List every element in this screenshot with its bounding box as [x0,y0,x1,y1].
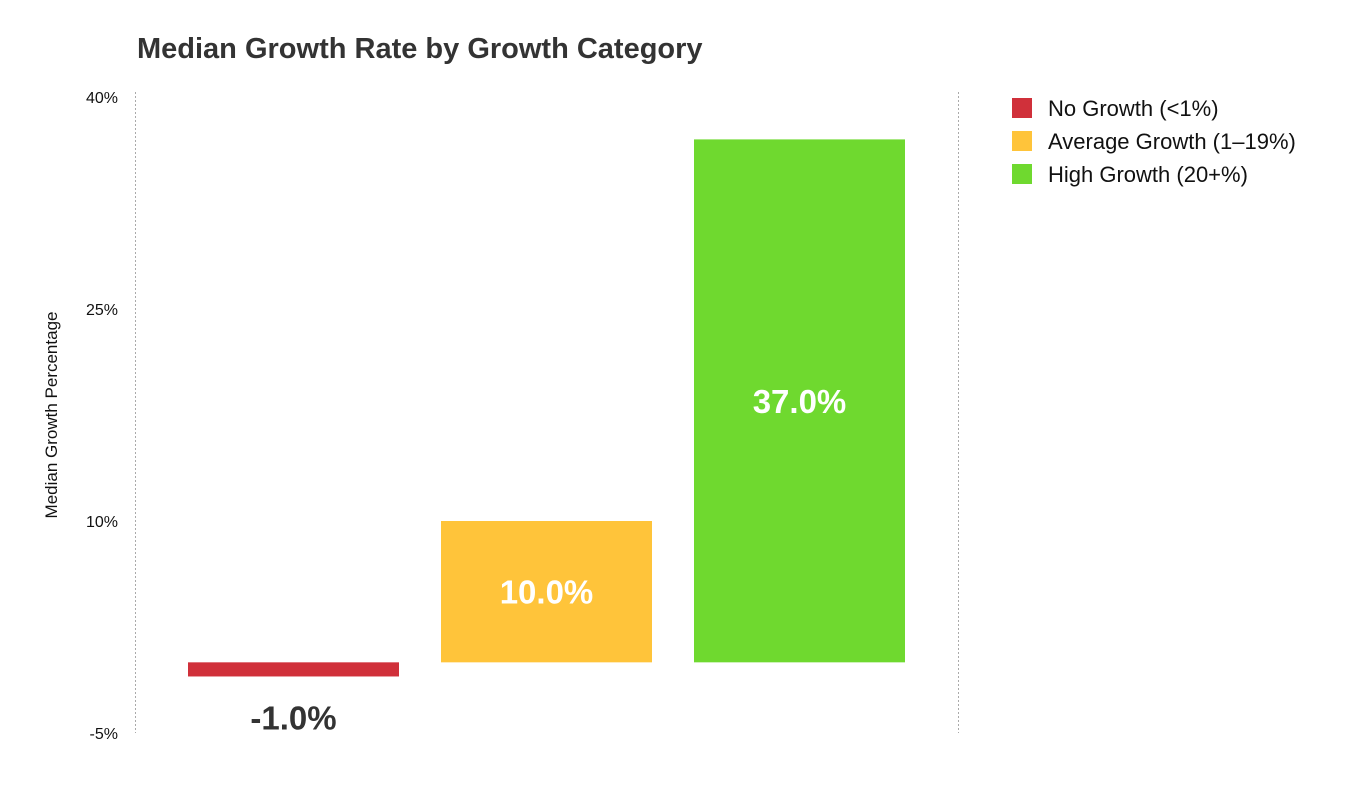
bar [694,139,905,663]
bar [441,521,652,663]
data-label: -1.0% [250,699,336,736]
legend-swatch [1012,164,1032,184]
legend-label: No Growth (<1%) [1048,96,1219,121]
data-label: 37.0% [753,383,847,420]
y-tick-label: 40% [86,90,118,107]
y-tick-label: -5% [90,726,118,743]
legend-label: High Growth (20+%) [1048,162,1248,187]
legend-label: Average Growth (1–19%) [1048,129,1296,154]
legend-swatch [1012,131,1032,151]
chart-title: Median Growth Rate by Growth Category [137,33,703,65]
y-axis-label: Median Growth Percentage [42,312,61,519]
y-tick-label: 25% [86,302,118,319]
bar [188,662,399,677]
legend-swatch [1012,98,1032,118]
y-tick-label: 10% [86,514,118,531]
data-label: 10.0% [500,574,594,611]
